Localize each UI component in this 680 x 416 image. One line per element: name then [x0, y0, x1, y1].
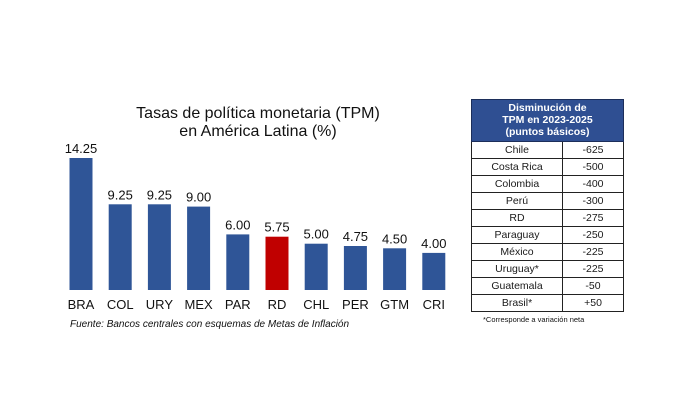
country-cell: Chile [471, 141, 563, 159]
value-label-ury: 9.25 [147, 187, 172, 202]
category-label-per: PER [342, 297, 369, 312]
table-header: Disminución de TPM en 2023-2025 (puntos … [471, 99, 624, 142]
value-label-gtm: 4.50 [382, 231, 407, 246]
table-row: RD -275 [471, 209, 624, 227]
value-label-chl: 5.00 [304, 227, 329, 242]
value-label-par: 6.00 [225, 217, 250, 232]
table-footnote: *Corresponde a variación neta [483, 315, 585, 324]
source-note: Fuente: Bancos centrales con esquemas de… [70, 319, 350, 330]
table-header-line-2: TPM en 2023-2025 [502, 114, 593, 126]
country-cell: RD [471, 209, 563, 227]
value-cell: -225 [562, 260, 624, 278]
value-cell: -250 [562, 226, 624, 244]
value-label-cri: 4.00 [421, 236, 446, 251]
bar-per [343, 246, 367, 290]
category-label-chl: CHL [303, 297, 329, 312]
category-label-col: COL [107, 297, 134, 312]
bar-bra [69, 158, 93, 290]
table-header-row: Disminución de TPM en 2023-2025 (puntos … [471, 99, 624, 142]
country-cell: Costa Rica [471, 158, 563, 176]
table-header-line-3: (puntos básicos) [505, 126, 590, 138]
table-row: Perú -300 [471, 192, 624, 210]
value-label-mex: 9.00 [186, 190, 211, 205]
category-label-rd: RD [268, 297, 287, 312]
category-label-ury: URY [146, 297, 174, 312]
value-cell: -50 [562, 277, 624, 295]
table-row: Guatemala -50 [471, 277, 624, 295]
bars-group: 14.25 BRA 9.25 COL 9.25 URY 9.00 MEX 6.00 PAR 5.75… [65, 141, 447, 312]
value-cell: -500 [562, 158, 624, 176]
bar-col [108, 204, 132, 290]
value-cell: -300 [562, 192, 624, 210]
value-cell: -225 [562, 243, 624, 261]
value-cell: +50 [562, 294, 624, 312]
table-row: Colombia -400 [471, 175, 624, 193]
bar-par [226, 234, 250, 290]
value-label-bra: 14.25 [65, 141, 98, 156]
bar-rd [265, 236, 289, 290]
reduction-table: Disminución de TPM en 2023-2025 (puntos … [471, 99, 624, 312]
country-cell: Uruguay* [471, 260, 563, 278]
country-cell: México [471, 243, 563, 261]
table-row: Brasil* +50 [471, 294, 624, 312]
country-cell: Perú [471, 192, 563, 210]
table-row: Uruguay* -225 [471, 260, 624, 278]
bar-cri [422, 252, 446, 290]
value-cell: -625 [562, 141, 624, 159]
value-label-col: 9.25 [108, 187, 133, 202]
chart-title-line-1: Tasas de política monetaria (TPM) [136, 105, 380, 122]
country-cell: Paraguay [471, 226, 563, 244]
category-label-mex: MEX [185, 297, 214, 312]
country-cell: Guatemala [471, 277, 563, 295]
country-cell: Colombia [471, 175, 563, 193]
chart-title-line-2: en América Latina (%) [179, 123, 336, 140]
bar-ury [147, 204, 171, 290]
bar-chl [304, 243, 328, 290]
country-cell: Brasil* [471, 294, 563, 312]
bar-gtm [383, 248, 407, 290]
category-label-cri: CRI [423, 297, 445, 312]
value-label-rd: 5.75 [264, 220, 289, 235]
table-row: Paraguay -250 [471, 226, 624, 244]
value-cell: -400 [562, 175, 624, 193]
table-row: México -225 [471, 243, 624, 261]
category-label-bra: BRA [68, 297, 95, 312]
category-label-par: PAR [225, 297, 251, 312]
reduction-table-panel: Disminución de TPM en 2023-2025 (puntos … [471, 99, 624, 324]
value-label-per: 4.75 [343, 229, 368, 244]
table-row: Chile -625 [471, 141, 624, 159]
bar-mex [187, 206, 211, 290]
category-label-gtm: GTM [380, 297, 409, 312]
table-header-line-1: Disminución de [508, 102, 587, 114]
table-row: Costa Rica -500 [471, 158, 624, 176]
value-cell: -275 [562, 209, 624, 227]
